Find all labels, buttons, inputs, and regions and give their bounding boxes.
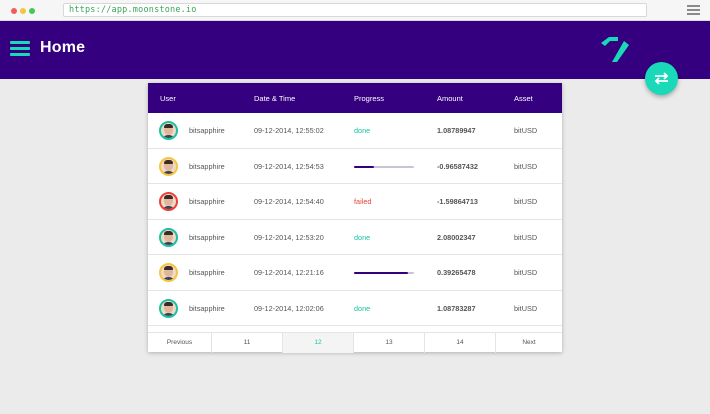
column-progress: Progress	[354, 94, 385, 103]
next-page-button[interactable]: Next	[522, 339, 536, 346]
avatar	[159, 121, 178, 140]
browser-menu-icon[interactable]	[687, 5, 700, 16]
asset-label: bitUSD	[514, 268, 538, 277]
page-button-14[interactable]: 14	[425, 333, 496, 353]
progress-bar-fill	[354, 165, 374, 168]
user-name: bitsapphire	[189, 161, 225, 171]
moonstone-logo-icon	[601, 37, 629, 62]
column-datetime: Date & Time	[254, 94, 296, 103]
table-row[interactable]: bitsapphire 09-12-2014, 12:02:06 done 1.087…	[148, 290, 562, 326]
amount-value: 1.08789947	[437, 126, 476, 135]
status-label: done	[354, 126, 371, 135]
column-amount: Amount	[437, 94, 463, 103]
avatar	[159, 298, 178, 318]
table-row[interactable]: bitsapphire 09-12-2014, 12:53:20 done 2.080…	[148, 219, 562, 255]
browser-chrome: https://app.moonstone.io	[0, 0, 710, 21]
amount-value: 2.08002347	[437, 232, 476, 242]
asset-label: bitUSD	[514, 126, 538, 135]
user-name: bitsapphire	[189, 303, 225, 313]
url-text: https://app.moonstone.io	[69, 5, 197, 15]
swap-arrows-icon	[654, 72, 669, 85]
asset-label: bitUSD	[514, 161, 538, 171]
table-row[interactable]: bitsapphire 09-12-2014, 12:21:16 0.3926547…	[148, 255, 562, 291]
user-name: bitsapphire	[189, 126, 225, 135]
table-row[interactable]: bitsapphire 09-12-2014, 12:54:53 -0.965874…	[148, 148, 562, 184]
window-close-dot[interactable]	[11, 8, 17, 14]
table-row[interactable]: bitsapphire 09-12-2014, 12:55:02 done 1.087…	[148, 113, 562, 149]
amount-value: -1.59864713	[437, 197, 478, 206]
avatar	[159, 156, 178, 176]
asset-label: bitUSD	[514, 197, 538, 206]
status-label: failed	[354, 197, 372, 206]
page-button-12[interactable]: 12	[283, 333, 354, 353]
avatar	[159, 227, 178, 247]
status-label: done	[354, 232, 371, 242]
user-name: bitsapphire	[189, 197, 225, 206]
user-name: bitsapphire	[189, 268, 225, 277]
amount-value: 1.08783287	[437, 303, 476, 313]
avatar	[159, 263, 178, 282]
date-time: 09-12-2014, 12:54:53	[254, 161, 324, 171]
amount-value: -0.96587432	[437, 161, 478, 171]
avatar	[159, 192, 178, 211]
progress-bar-fill	[354, 272, 408, 274]
date-time: 09-12-2014, 12:54:40	[254, 197, 324, 206]
window-maximize-dot[interactable]	[29, 8, 35, 14]
page-title: Home	[40, 39, 86, 56]
column-user: User	[160, 94, 176, 103]
hamburger-icon[interactable]	[10, 41, 30, 56]
url-bar[interactable]: https://app.moonstone.io	[63, 3, 647, 17]
amount-value: 0.39265478	[437, 268, 476, 277]
date-time: 09-12-2014, 12:21:16	[254, 268, 324, 277]
status-label: done	[354, 303, 371, 313]
previous-page-button[interactable]: Previous	[148, 333, 212, 353]
page-button-13[interactable]: 13	[354, 333, 425, 353]
date-time: 09-12-2014, 12:02:06	[254, 303, 324, 313]
progress-bar	[354, 272, 414, 274]
column-asset: Asset	[514, 94, 533, 103]
asset-label: bitUSD	[514, 303, 538, 313]
window-minimize-dot[interactable]	[20, 8, 26, 14]
page-button-11[interactable]: 11	[212, 333, 283, 353]
date-time: 09-12-2014, 12:53:20	[254, 232, 324, 242]
progress-bar	[354, 165, 414, 168]
date-time: 09-12-2014, 12:55:02	[254, 126, 324, 135]
pagination: Previous 11 12 13 14 Next	[148, 332, 562, 353]
transactions-card: User Date & Time Progress Amount Asset b…	[148, 83, 562, 353]
user-name: bitsapphire	[189, 232, 225, 242]
app-header: Home	[0, 21, 710, 79]
table-row[interactable]: bitsapphire 09-12-2014, 12:54:40 failed -1.…	[148, 184, 562, 220]
table-header: User Date & Time Progress Amount Asset	[148, 83, 562, 113]
swap-button[interactable]	[645, 62, 678, 95]
asset-label: bitUSD	[514, 232, 538, 242]
